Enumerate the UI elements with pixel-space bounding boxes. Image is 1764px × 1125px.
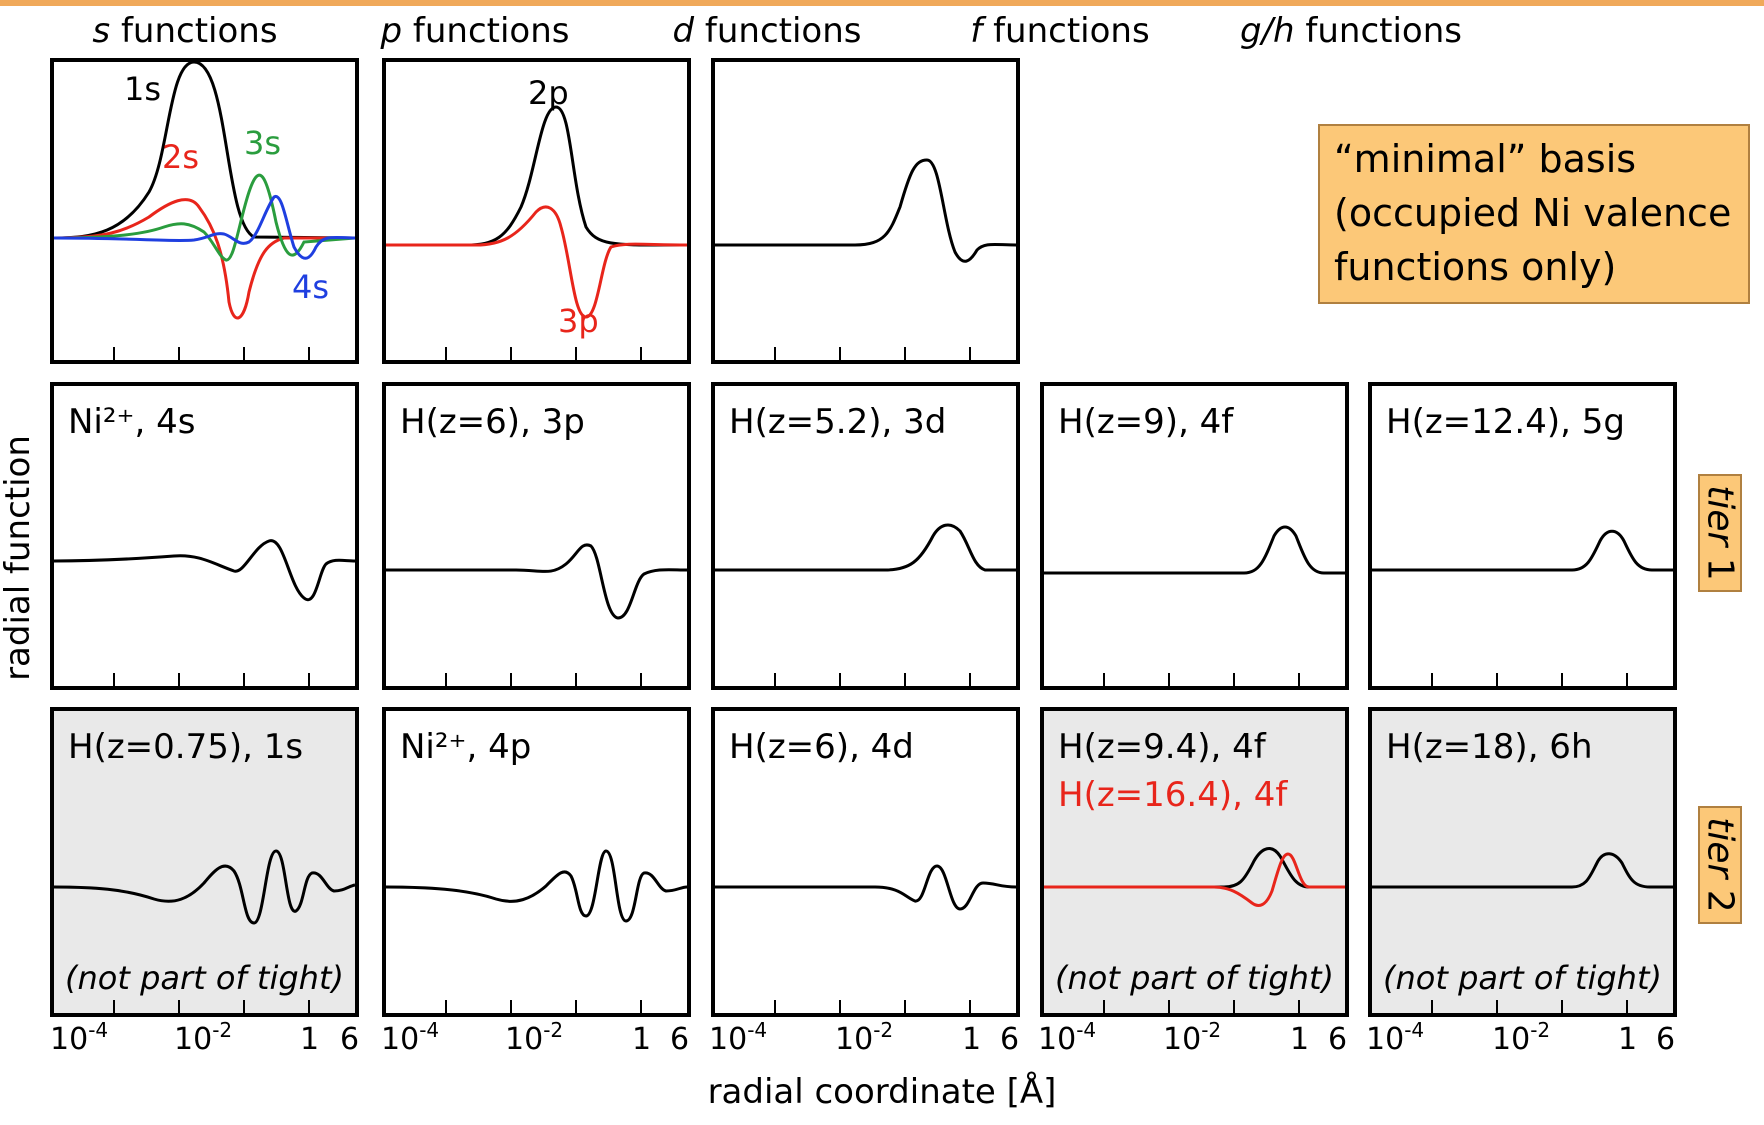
panel-tier1-p: H(z=6), 3p (382, 382, 691, 690)
plot-minimal-d (715, 158, 1017, 360)
header-f-functions: f functions (970, 11, 1150, 51)
xtick-6: 6 (1656, 1022, 1676, 1057)
panel-minimal-d (711, 58, 1020, 364)
curve-3p (386, 205, 688, 319)
plot-tier2-h (1372, 852, 1673, 1013)
panel-tier1-d: H(z=5.2), 3d (711, 382, 1020, 690)
xtick-1: 1 (300, 1022, 320, 1057)
label-tier2-s: H(z=0.75), 1s (68, 727, 304, 767)
panel-tier2-s: H(z=0.75), 1s (not part of tight) (50, 707, 359, 1017)
xtick-1e-2: 10-2 (505, 1018, 564, 1057)
xtick-1: 1 (962, 1022, 982, 1057)
label-tier1-g: H(z=12.4), 5g (1386, 402, 1625, 442)
tier1-badge-number: 1 (1699, 546, 1741, 581)
xtick-1e-4: 10-4 (381, 1018, 440, 1057)
curve-2p (386, 105, 688, 247)
tier2-badge-number: 2 (1699, 878, 1741, 913)
minimal-basis-line1: “minimal” basis (1334, 137, 1637, 181)
label-tier2-p: Ni²⁺, 4p (400, 727, 532, 767)
note-tier2-s: (not part of tight) (65, 959, 344, 997)
label-3s: 3s (244, 124, 282, 162)
header-gh-functions: g/h functions (1239, 11, 1462, 51)
minimal-basis-line3: functions only) (1334, 245, 1617, 289)
label-2s: 2s (162, 138, 200, 176)
label-4s: 4s (292, 268, 330, 306)
label-3p: 3p (558, 302, 599, 340)
note-tier2-f: (not part of tight) (1055, 959, 1334, 997)
panel-minimal-p: 2p 3p (382, 58, 691, 364)
xtick-1e-2: 10-2 (1492, 1018, 1551, 1057)
plot-tier1-f (1044, 525, 1345, 686)
label-tier2-f: H(z=9.4), 4f (1058, 727, 1266, 767)
curve-4s (53, 195, 356, 260)
tier2-badge: tier 2 (1698, 806, 1742, 924)
xtick-1e-2: 10-2 (1163, 1018, 1222, 1057)
label-2p: 2p (528, 74, 569, 112)
plot-tier2-d (715, 864, 1017, 1013)
label-1s: 1s (124, 70, 162, 108)
minimal-basis-line2: (occupied Ni valence (1334, 191, 1732, 235)
y-axis-title: radial function (0, 435, 38, 681)
tier1-badge: tier 1 (1698, 474, 1742, 592)
label-tier1-p: H(z=6), 3p (400, 402, 585, 442)
panel-tier2-h: H(z=18), 6h (not part of tight) (1368, 707, 1677, 1017)
panel-tier2-p: Ni²⁺, 4p (382, 707, 691, 1017)
minimal-basis-box: “minimal” basis (occupied Ni valence fun… (1318, 124, 1750, 304)
label-tier2-d: H(z=6), 4d (729, 727, 914, 767)
plot-tier1-g (1372, 529, 1673, 686)
curve-z9.4 (1044, 847, 1345, 889)
xtick-1: 1 (632, 1022, 652, 1057)
panel-tier2-d: H(z=6), 4d (711, 707, 1020, 1017)
plot-tier1-s (53, 539, 356, 686)
panel-tier1-g: H(z=12.4), 5g (1368, 382, 1677, 690)
xtick-1e-4: 10-4 (1366, 1018, 1425, 1057)
xtick-1: 1 (1290, 1022, 1310, 1057)
tier1-badge-italic: tier (1699, 485, 1741, 547)
curve-3s (53, 173, 356, 262)
x-axis-title: radial coordinate [Å] (707, 1072, 1057, 1112)
panel-minimal-s: 1s 2s 3s 4s (50, 58, 359, 364)
panel-tier1-s: Ni²⁺, 4s (50, 382, 359, 690)
plot-tier1-d (715, 523, 1016, 686)
top-accent-bar (0, 0, 1764, 6)
curve-3d (715, 158, 1017, 263)
xtick-1e-4: 10-4 (709, 1018, 768, 1057)
plot-tier1-p (386, 543, 688, 686)
header-d-functions: d functions (672, 11, 862, 51)
xtick-1e-4: 10-4 (50, 1018, 109, 1057)
xtick-6: 6 (670, 1022, 690, 1057)
plot-tier2-f (1044, 847, 1345, 1013)
xtick-6: 6 (1328, 1022, 1348, 1057)
note-tier2-h: (not part of tight) (1383, 959, 1662, 997)
panel-tier2-f: H(z=9.4), 4f H(z=16.4), 4f (not part of … (1040, 707, 1349, 1017)
plot-minimal-s (53, 60, 356, 360)
plot-minimal-p (386, 105, 688, 360)
xtick-1e-4: 10-4 (1038, 1018, 1097, 1057)
xtick-6: 6 (1000, 1022, 1020, 1057)
label-tier2-h: H(z=18), 6h (1386, 727, 1593, 767)
xtick-6: 6 (340, 1022, 360, 1057)
xtick-1e-2: 10-2 (174, 1018, 233, 1057)
xtick-1: 1 (1618, 1022, 1638, 1057)
curve-1s (53, 60, 356, 240)
header-p-functions: p functions (380, 11, 570, 51)
label-tier1-d: H(z=5.2), 3d (729, 402, 947, 442)
panel-tier1-f: H(z=9), 4f (1040, 382, 1349, 690)
xtick-1e-2: 10-2 (835, 1018, 894, 1057)
curve-z16.4 (1044, 852, 1345, 907)
label-tier2-f-red: H(z=16.4), 4f (1058, 775, 1288, 815)
tier2-badge-italic: tier (1699, 817, 1741, 879)
curve-2s (53, 198, 355, 320)
plot-tier2-s (53, 849, 356, 1013)
header-s-functions: s functions (92, 11, 278, 51)
plot-tier2-p (385, 849, 688, 1013)
label-tier1-f: H(z=9), 4f (1058, 402, 1234, 442)
label-tier1-s: Ni²⁺, 4s (68, 402, 196, 442)
